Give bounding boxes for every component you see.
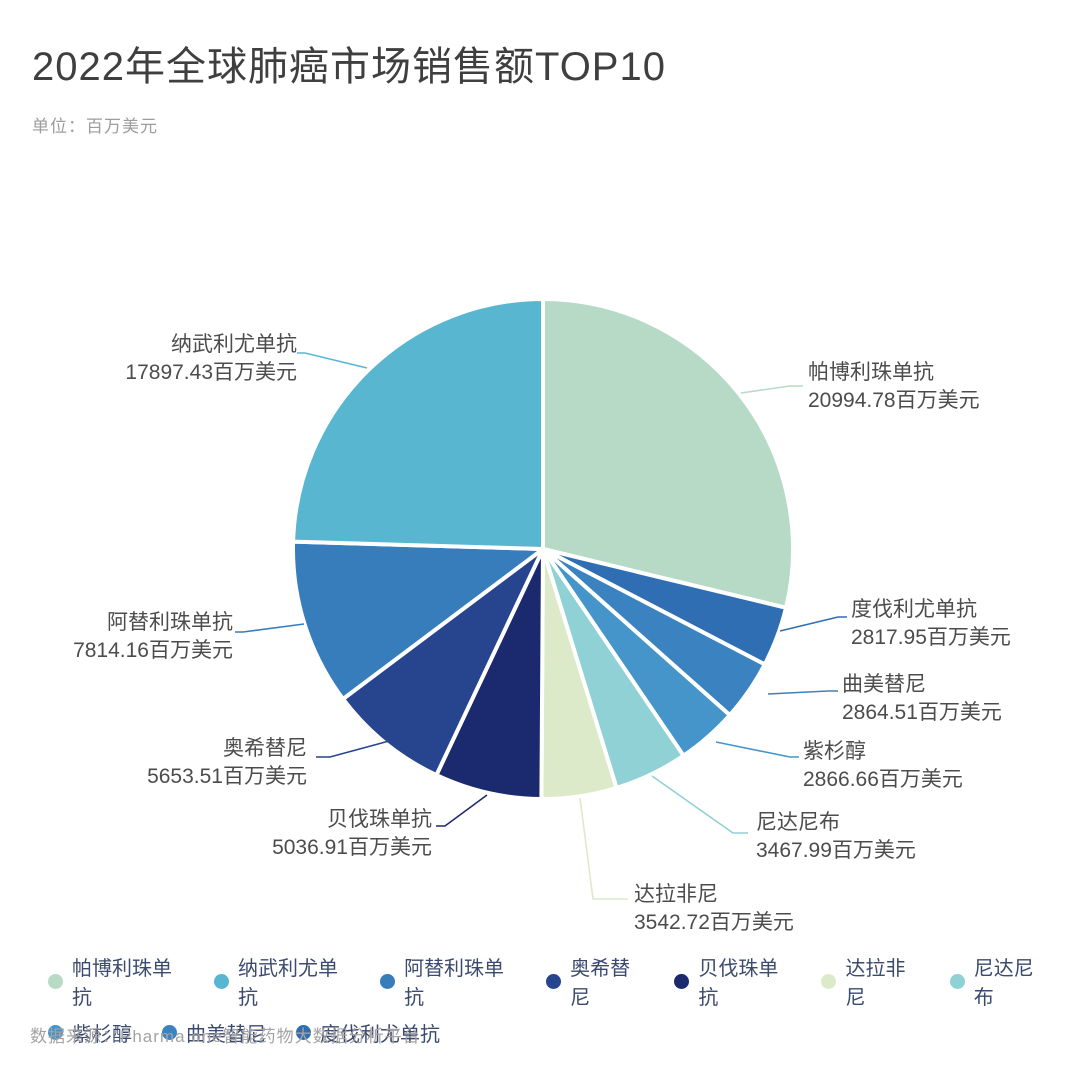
pie-slice-帕博利珠单抗[interactable] [541, 297, 795, 610]
legend-item-贝伐珠单抗[interactable]: 贝伐珠单抗 [674, 952, 791, 1010]
legend-dot-帕博利珠单抗 [48, 973, 63, 989]
legend-label-帕博利珠单抗: 帕博利珠单抗 [72, 958, 172, 1009]
legend-label-贝伐珠单抗: 贝伐珠单抗 [698, 958, 779, 1009]
slice-label-value-帕博利珠单抗: 20994.78百万美元 [808, 389, 980, 412]
data-source: 数据来源：Pharma one智能药物大数据分析平台 [30, 1027, 421, 1046]
pie-slice-贝伐珠单抗[interactable] [434, 547, 545, 801]
slice-label-name-纳武利尤单抗: 纳武利尤单抗 [171, 333, 297, 356]
leader-line-奥希替尼 [316, 740, 390, 758]
legend-label-度伐利尤单抗: 度伐利尤单抗 [320, 1024, 440, 1046]
legend-item-尼达尼布[interactable]: 尼达尼布 [949, 952, 1048, 1010]
legend-dot-奥希替尼 [546, 973, 562, 989]
legend-item-度伐利尤单抗[interactable]: 度伐利尤单抗 [296, 1018, 440, 1047]
legend-dot-度伐利尤单抗 [296, 1025, 311, 1040]
slice-label-value-达拉非尼: 3542.72百万美元 [634, 911, 794, 934]
legend-label-曲美替尼: 曲美替尼 [186, 1024, 266, 1046]
slice-label-name-尼达尼布: 尼达尼布 [756, 811, 840, 834]
leader-line-贝伐珠单抗 [436, 794, 488, 827]
legend-label-达拉非尼: 达拉非尼 [845, 958, 906, 1009]
slice-label-name-贝伐珠单抗: 贝伐珠单抗 [327, 808, 432, 831]
slice-label-name-紫杉醇: 紫杉醇 [803, 740, 866, 763]
leader-line-度伐利尤单抗 [779, 616, 847, 632]
slice-label-name-达拉非尼: 达拉非尼 [634, 883, 718, 906]
leader-line-帕博利珠单抗 [740, 385, 803, 394]
slice-label-value-贝伐珠单抗: 5036.91百万美元 [272, 836, 432, 859]
legend-dot-尼达尼布 [949, 973, 965, 989]
legend-item-达拉非尼[interactable]: 达拉非尼 [821, 952, 919, 1010]
legend-label-尼达尼布: 尼达尼布 [973, 958, 1034, 1009]
legend-item-曲美替尼[interactable]: 曲美替尼 [162, 1018, 266, 1047]
legend-label-奥希替尼: 奥希替尼 [570, 958, 631, 1009]
legend-item-纳武利尤单抗[interactable]: 纳武利尤单抗 [214, 952, 350, 1010]
legend-dot-紫杉醇 [48, 1025, 63, 1040]
leader-line-紫杉醇 [715, 741, 799, 758]
legend-dot-达拉非尼 [821, 973, 837, 989]
slice-label-name-度伐利尤单抗: 度伐利尤单抗 [851, 598, 977, 621]
leader-line-纳武利尤单抗 [297, 352, 368, 369]
legend-label-紫杉醇: 紫杉醇 [72, 1024, 132, 1046]
slice-label-value-紫杉醇: 2866.66百万美元 [803, 768, 963, 791]
unit-label: 单位：百万美元 [32, 117, 158, 136]
pie-slice-纳武利尤单抗[interactable] [291, 297, 545, 551]
legend-row-2: 紫杉醇 曲美替尼 度伐利尤单抗 [48, 1018, 1048, 1047]
leader-line-阿替利珠单抗 [235, 623, 305, 633]
legend-dot-纳武利尤单抗 [214, 973, 230, 989]
legend-item-阿替利珠单抗[interactable]: 阿替利珠单抗 [380, 952, 516, 1010]
legend-dot-曲美替尼 [162, 1025, 177, 1040]
leader-line-曲美替尼 [767, 690, 838, 695]
legend-label-纳武利尤单抗: 纳武利尤单抗 [238, 958, 339, 1009]
slice-label-value-曲美替尼: 2864.51百万美元 [842, 701, 1002, 724]
slice-label-name-帕博利珠单抗: 帕博利珠单抗 [808, 361, 934, 384]
leader-line-达拉非尼 [579, 797, 628, 900]
legend: 帕博利珠单抗 纳武利尤单抗 阿替利珠单抗 奥希替尼 贝伐珠单抗 达拉非尼 尼达尼布紫杉醇 曲美… [48, 952, 1048, 1047]
legend-dot-贝伐珠单抗 [674, 973, 690, 989]
slice-label-value-阿替利珠单抗: 7814.16百万美元 [73, 639, 233, 662]
legend-item-帕博利珠单抗[interactable]: 帕博利珠单抗 [48, 952, 184, 1010]
legend-item-紫杉醇[interactable]: 紫杉醇 [48, 1018, 132, 1047]
slice-label-name-曲美替尼: 曲美替尼 [842, 673, 926, 696]
slice-label-value-度伐利尤单抗: 2817.95百万美元 [851, 626, 1011, 649]
page-title: 2022年全球肺癌市场销售额TOP10 [32, 45, 666, 89]
slice-label-value-奥希替尼: 5653.51百万美元 [147, 765, 307, 788]
slice-label-name-阿替利珠单抗: 阿替利珠单抗 [107, 611, 233, 634]
slice-label-value-尼达尼布: 3467.99百万美元 [756, 839, 916, 862]
legend-label-阿替利珠单抗: 阿替利珠单抗 [404, 958, 505, 1009]
slice-label-name-奥希替尼: 奥希替尼 [223, 737, 307, 760]
legend-item-奥希替尼[interactable]: 奥希替尼 [546, 952, 644, 1010]
pie-slice-阿替利珠单抗[interactable] [291, 539, 545, 701]
legend-row-1: 帕博利珠单抗 纳武利尤单抗 阿替利珠单抗 奥希替尼 贝伐珠单抗 达拉非尼 尼达尼布 [48, 952, 1048, 1010]
slice-label-value-纳武利尤单抗: 17897.43百万美元 [125, 361, 297, 384]
leader-line-尼达尼布 [651, 775, 748, 834]
legend-dot-阿替利珠单抗 [380, 973, 396, 989]
